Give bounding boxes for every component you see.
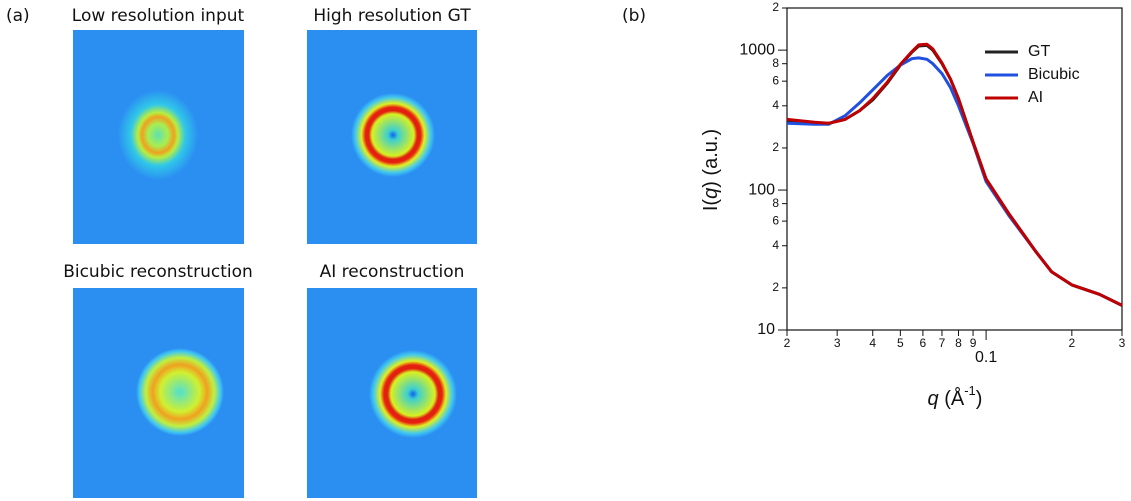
x-tick-label: 0.1 <box>975 349 997 366</box>
x-tick-label: 8 <box>955 336 962 350</box>
x-axis-label-part: (Å <box>939 387 965 410</box>
y-tick-label: 2 <box>772 280 779 294</box>
x-tick-label: 9 <box>970 336 977 350</box>
x-tick-label: 7 <box>939 336 946 350</box>
x-axis-label-part: ) <box>976 388 983 410</box>
series-line <box>787 58 1122 306</box>
legend-label: AI <box>1028 89 1043 106</box>
legend-label: Bicubic <box>1028 66 1080 83</box>
x-tick-label: 2 <box>1068 336 1075 350</box>
x-tick-label: 2 <box>784 336 791 350</box>
y-axis-label-part: I( <box>700 199 722 212</box>
series-line <box>787 45 1122 305</box>
y-tick-label: 4 <box>772 238 779 252</box>
y-axis-label-part: q <box>700 188 722 199</box>
image <box>351 93 435 177</box>
image-title: Bicubic reconstruction <box>63 262 253 282</box>
panel-label: (a) <box>6 6 30 26</box>
x-tick-label: 6 <box>920 336 927 350</box>
image-title: Low resolution input <box>72 6 245 26</box>
legend-label: GT <box>1028 43 1050 60</box>
y-tick-label: 10 <box>757 321 775 338</box>
y-tick-label: 6 <box>772 73 779 87</box>
y-tick-label: 4 <box>772 98 779 112</box>
x-tick-label: 3 <box>1119 336 1126 350</box>
figure: (a) Low resolution input High resolution… <box>0 0 1131 501</box>
y-tick-label: 1000 <box>739 41 775 58</box>
y-tick-label: 100 <box>748 181 775 198</box>
y-axis-label: I(q) (a.u.) <box>700 129 722 211</box>
y-tick-label: 6 <box>772 213 779 227</box>
plot-frame <box>787 8 1122 330</box>
image <box>118 90 198 180</box>
x-axis-label-part: q <box>928 388 939 410</box>
x-axis-label-part: -1 <box>964 383 976 398</box>
panel-label: (b) <box>622 6 646 26</box>
x-tick-label: 5 <box>897 336 904 350</box>
image <box>136 348 224 436</box>
series-line <box>787 44 1122 305</box>
x-tick-label: 3 <box>834 336 841 350</box>
y-axis-label-part: ) (a.u.) <box>700 129 722 188</box>
x-axis-label: q (Å-1) <box>928 383 983 410</box>
panel-a: (a) Low resolution input High resolution… <box>6 6 477 498</box>
y-tick-label: 2 <box>772 140 779 154</box>
image-title: High resolution GT <box>313 6 471 26</box>
image <box>369 350 457 438</box>
image-title: AI reconstruction <box>320 262 465 282</box>
y-tick-label: 2 <box>772 0 779 14</box>
x-tick-label: 4 <box>869 336 876 350</box>
